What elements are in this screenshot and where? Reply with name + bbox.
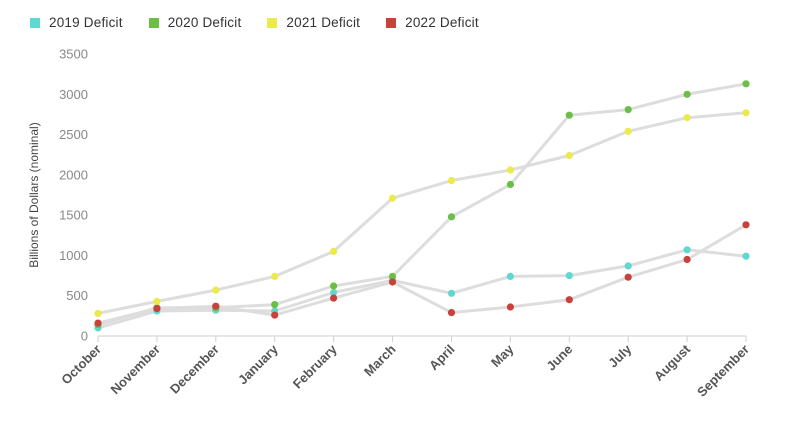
x-axis-ticks: October November December January February Ma… xyxy=(58,336,752,400)
data-point-2020-deficit-july[interactable] xyxy=(624,106,632,114)
x-tick-label-july: July xyxy=(605,341,635,371)
legend-label-2019: 2019 Deficit xyxy=(49,15,123,30)
data-point-2020-deficit-june[interactable] xyxy=(565,111,573,119)
data-point-2019-deficit-august[interactable] xyxy=(683,246,691,254)
series-points xyxy=(94,80,750,332)
y-tick-label-0: 0 xyxy=(81,329,88,344)
x-tick-label-september: September xyxy=(694,342,752,400)
x-tick-label-march: March xyxy=(361,341,399,379)
legend-item-2019[interactable]: 2019 Deficit xyxy=(30,15,123,30)
data-point-2022-deficit-june[interactable] xyxy=(565,296,573,304)
legend-label-2021: 2021 Deficit xyxy=(286,15,361,30)
data-point-2022-deficit-april[interactable] xyxy=(447,309,456,317)
y-tick-label-3000: 3000 xyxy=(59,87,88,102)
series-lines xyxy=(96,82,748,330)
series-line-2021-deficit xyxy=(96,111,748,315)
data-point-2020-deficit-september[interactable] xyxy=(742,80,750,88)
data-point-2021-deficit-september[interactable] xyxy=(742,109,750,117)
data-point-2021-deficit-december[interactable] xyxy=(212,286,220,294)
y-tick-label-3500: 3500 xyxy=(59,47,88,62)
data-point-2021-deficit-may[interactable] xyxy=(506,166,514,174)
legend-item-2022[interactable]: 2022 Deficit xyxy=(386,15,479,30)
series-line-2019-deficit xyxy=(96,248,748,330)
data-point-2019-deficit-june[interactable] xyxy=(565,272,573,280)
x-tick-label-january: January xyxy=(235,341,281,387)
data-point-2021-deficit-july[interactable] xyxy=(624,127,632,135)
y-axis-title: Billions of Dollars (nominal) xyxy=(27,122,41,267)
series-line-2020-deficit xyxy=(96,82,748,327)
data-point-2020-deficit-february[interactable] xyxy=(330,282,338,290)
data-point-2021-deficit-january[interactable] xyxy=(271,272,279,280)
x-tick-label-february: February xyxy=(290,341,340,391)
data-point-2022-deficit-october[interactable] xyxy=(94,319,102,327)
legend-item-2020[interactable]: 2020 Deficit xyxy=(148,15,242,30)
y-tick-label-1000: 1000 xyxy=(59,248,88,263)
data-point-2021-deficit-june[interactable] xyxy=(565,151,573,160)
data-point-2020-deficit-april[interactable] xyxy=(447,213,456,221)
y-tick-label-500: 500 xyxy=(66,288,88,303)
data-point-2019-deficit-february[interactable] xyxy=(330,288,338,297)
legend: 2019 Deficit 2020 Deficit 2021 Deficit 2… xyxy=(30,15,505,30)
data-point-2019-deficit-september[interactable] xyxy=(742,252,750,260)
data-point-2021-deficit-october[interactable] xyxy=(94,309,102,317)
data-point-2021-deficit-november[interactable] xyxy=(153,297,161,305)
data-point-2022-deficit-march[interactable] xyxy=(388,278,397,286)
legend-swatch-2019 xyxy=(30,17,40,28)
data-point-2020-deficit-august[interactable] xyxy=(683,90,691,98)
data-point-2019-deficit-may[interactable] xyxy=(506,272,514,280)
legend-label-2020: 2020 Deficit xyxy=(167,15,242,30)
legend-item-2021[interactable]: 2021 Deficit xyxy=(267,15,360,30)
y-tick-label-2000: 2000 xyxy=(59,167,88,182)
data-point-2020-deficit-january[interactable] xyxy=(271,301,279,309)
data-point-2020-deficit-march[interactable] xyxy=(388,272,397,280)
x-tick-label-august: August xyxy=(651,341,694,384)
data-point-2021-deficit-april[interactable] xyxy=(447,176,456,185)
data-point-2022-deficit-august[interactable] xyxy=(683,255,691,264)
data-point-2022-deficit-july[interactable] xyxy=(624,273,632,281)
data-point-2022-deficit-february[interactable] xyxy=(330,294,338,302)
x-tick-label-april: April xyxy=(426,342,458,374)
data-point-2022-deficit-september[interactable] xyxy=(742,221,750,229)
y-tick-label-1500: 1500 xyxy=(59,208,88,223)
data-point-2021-deficit-march[interactable] xyxy=(388,194,397,202)
legend-swatch-2020 xyxy=(148,17,159,28)
data-point-2019-deficit-april[interactable] xyxy=(447,289,456,297)
data-point-2021-deficit-august[interactable] xyxy=(683,114,691,122)
data-point-2022-deficit-november[interactable] xyxy=(153,305,161,313)
x-tick-label-december: December xyxy=(167,342,222,397)
data-point-2022-deficit-december[interactable] xyxy=(212,302,220,310)
legend-label-2022: 2022 Deficit xyxy=(405,15,479,30)
data-point-2021-deficit-february[interactable] xyxy=(330,247,338,255)
x-tick-label-november: November xyxy=(107,342,163,398)
y-axis-title-group: Billions of Dollars (nominal) xyxy=(27,122,41,267)
legend-swatch-2021 xyxy=(267,17,278,28)
x-tick-label-june: June xyxy=(543,342,575,374)
legend-swatch-2022 xyxy=(386,17,397,28)
data-point-2019-deficit-july[interactable] xyxy=(624,262,632,270)
data-point-2022-deficit-january[interactable] xyxy=(271,311,279,319)
x-tick-label-october: October xyxy=(58,342,104,388)
data-point-2020-deficit-may[interactable] xyxy=(506,180,514,189)
data-point-2022-deficit-may[interactable] xyxy=(506,303,514,311)
y-axis-ticks: 0 500 1000 1500 2000 2500 3000 3500 xyxy=(59,47,88,344)
y-tick-label-2500: 2500 xyxy=(59,127,88,142)
x-tick-label-may: May xyxy=(488,341,517,370)
series-line-2022-deficit xyxy=(96,223,748,325)
